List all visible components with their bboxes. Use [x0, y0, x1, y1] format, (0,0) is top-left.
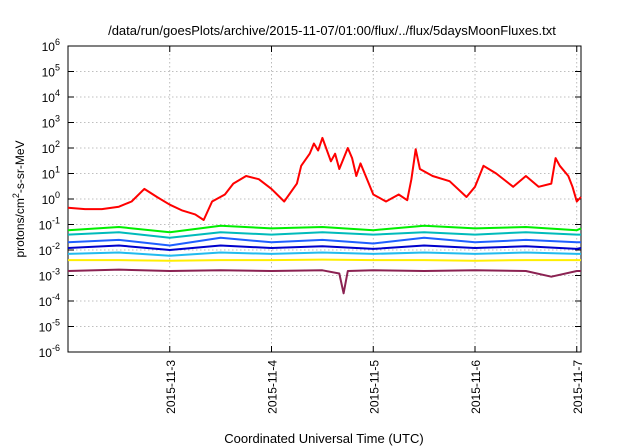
x-tick-label: 2015-11-3	[164, 360, 178, 414]
y-tick-label-exp: 1	[55, 165, 60, 175]
y-tick-label: 10-4	[39, 292, 60, 309]
y-tick-label-exp: 6	[55, 37, 60, 47]
series-line	[67, 136, 582, 221]
x-tick-label: 2015-11-4	[266, 360, 280, 414]
y-tick-label-base: 10	[42, 91, 56, 105]
y-tick-label-base: 10	[42, 40, 56, 54]
y-axis-label: protons/cm2-s-sr-MeV	[11, 140, 27, 257]
y-tick-label-base: 10	[39, 244, 53, 258]
x-axis: 2015-11-3 2015-11-4 2015-11-5 2015-11-6 2015…	[164, 46, 585, 414]
y-tick-label-exp: 3	[55, 114, 60, 124]
y-tick-label-exp: -5	[52, 318, 60, 328]
y-tick-label: 10-6	[39, 343, 60, 360]
y-tick-label-exp: -2	[52, 241, 60, 251]
y-axis: 10-610-510-410-310-210-11001011021031041…	[39, 37, 581, 360]
y-tick-label: 102	[42, 139, 60, 156]
y-tick-label-base: 10	[39, 219, 53, 233]
y-tick-label-exp: 4	[55, 88, 60, 98]
y-tick-label-base: 10	[39, 321, 53, 335]
y-tick-label-exp: -1	[52, 216, 60, 226]
y-tick-label-base: 10	[42, 117, 56, 131]
y-tick-label-base: 10	[39, 295, 53, 309]
series-line	[67, 268, 581, 295]
y-tick-label: 101	[42, 165, 60, 182]
y-tick-label-base: 10	[39, 346, 53, 360]
grid	[68, 46, 581, 352]
series-line	[67, 251, 581, 257]
y-tick-label: 106	[42, 37, 60, 54]
x-tick-label: 2015-11-7	[571, 360, 585, 414]
y-tick-label-base: 10	[42, 168, 56, 182]
series-line	[67, 224, 582, 234]
y-axis-label-suffix: -s-sr-MeV	[13, 140, 27, 193]
series-group	[67, 136, 582, 295]
y-tick-label-exp: -6	[52, 343, 60, 353]
y-tick-label: 103	[42, 114, 60, 131]
x-axis-label: Coordinated Universal Time (UTC)	[224, 431, 423, 446]
y-tick-label-base: 10	[42, 193, 56, 207]
y-tick-label: 100	[42, 190, 60, 207]
y-tick-label-base: 10	[39, 270, 53, 284]
y-axis-label-prefix: protons/cm	[13, 198, 27, 257]
y-tick-label-exp: -3	[52, 267, 60, 277]
x-tick-label: 2015-11-6	[469, 360, 483, 414]
series-line	[67, 244, 582, 251]
y-tick-label: 105	[42, 63, 60, 80]
y-tick-label-exp: 2	[55, 139, 60, 149]
series-line	[67, 236, 581, 247]
y-tick-label: 10-5	[39, 318, 60, 335]
y-tick-label: 10-2	[39, 241, 60, 258]
y-tick-label-exp: 0	[55, 190, 60, 200]
chart-title: /data/run/goesPlots/archive/2015-11-07/0…	[108, 23, 556, 38]
y-tick-label-base: 10	[42, 142, 56, 156]
y-tick-label: 10-1	[39, 216, 60, 233]
y-tick-label: 10-3	[39, 267, 60, 284]
series-line	[67, 231, 581, 239]
y-tick-label-exp: -4	[52, 292, 60, 302]
series-line	[68, 258, 581, 262]
y-tick-label-base: 10	[42, 66, 56, 80]
y-tick-label-exp: 5	[55, 63, 60, 73]
x-tick-label: 2015-11-5	[367, 360, 381, 414]
y-tick-label: 104	[42, 88, 60, 105]
y-axis-label-sup: 2	[11, 193, 21, 198]
